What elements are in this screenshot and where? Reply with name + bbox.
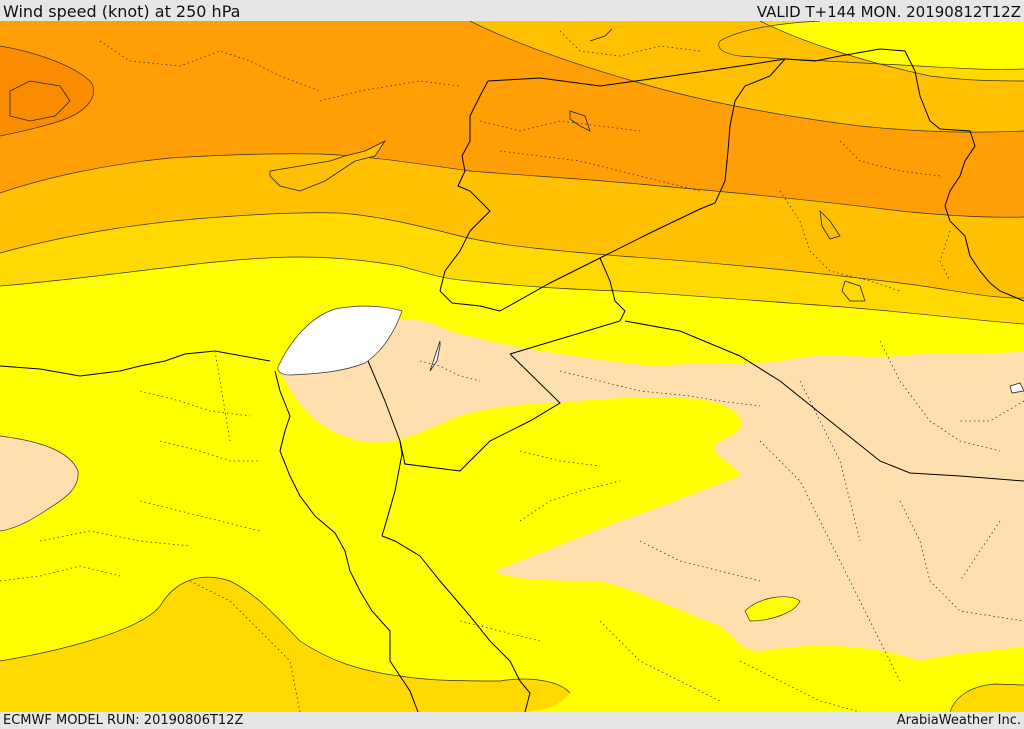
model-run-label: ECMWF MODEL RUN: 20190806T12Z — [3, 713, 244, 728]
coastlines — [9, 28, 1024, 394]
band-strong — [0, 21, 1024, 218]
band-moderate-southeast — [950, 684, 1024, 712]
band-very-weak — [277, 306, 402, 375]
band-light-inner — [745, 596, 800, 621]
band-moderate-southwest — [0, 577, 570, 712]
province-boundaries — [0, 30, 1024, 712]
band-very-strong — [0, 46, 94, 136]
wind-speed-map — [0, 21, 1024, 712]
band-weak-sinai-levant — [280, 319, 1024, 661]
national-borders — [0, 48, 1024, 712]
band-weak-west — [0, 436, 79, 531]
map-title: Wind speed (knot) at 250 hPa — [3, 2, 241, 21]
valid-time-label: VALID T+144 MON. 20190812T12Z — [756, 3, 1021, 21]
credit-label: ArabiaWeather Inc. — [896, 713, 1021, 728]
header-bar: Wind speed (knot) at 250 hPa VALID T+144… — [0, 0, 1024, 21]
footer-bar: ECMWF MODEL RUN: 20190806T12Z ArabiaWeat… — [0, 712, 1024, 729]
